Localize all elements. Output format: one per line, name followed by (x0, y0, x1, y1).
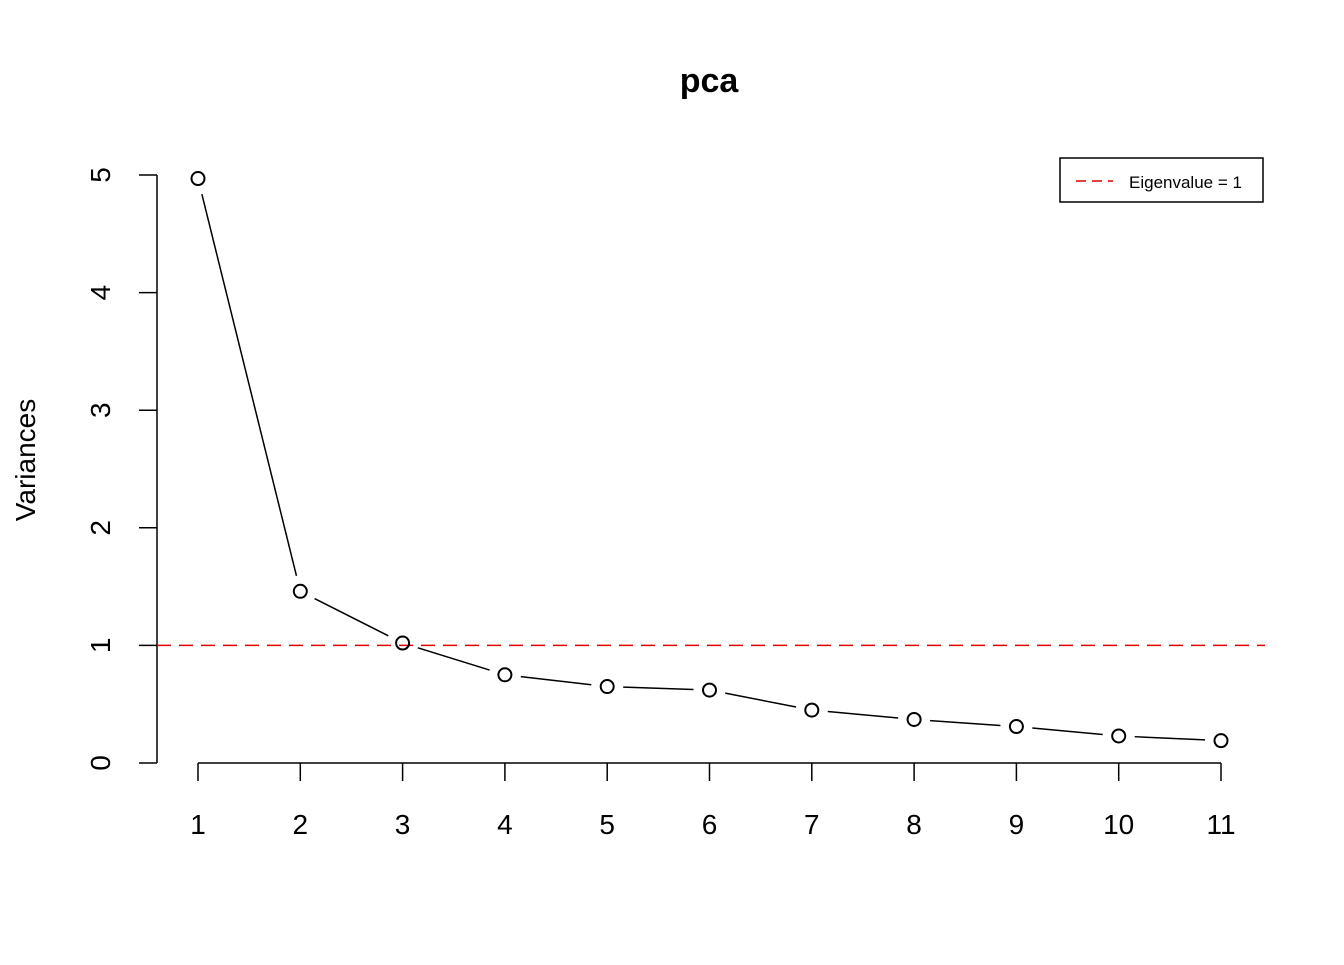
series-segment (201, 193, 298, 576)
y-tick-label: 5 (85, 167, 116, 183)
data-point (1213, 733, 1229, 749)
x-tick-label: 7 (804, 809, 820, 840)
data-point (190, 171, 206, 187)
data-point (1008, 719, 1024, 735)
x-tick-label: 10 (1103, 809, 1134, 840)
data-point (804, 702, 820, 718)
x-tick-label: 11 (1206, 809, 1235, 840)
x-tick-label: 3 (395, 809, 411, 840)
x-tick-label: 6 (702, 809, 718, 840)
series-segment (930, 719, 1001, 727)
data-point (497, 667, 513, 683)
data-point (906, 711, 922, 727)
x-tick-label: 9 (1009, 809, 1025, 840)
x-tick-label: 8 (906, 809, 922, 840)
x-tick-label: 4 (497, 809, 513, 840)
data-point (395, 635, 411, 651)
series-segment (1032, 727, 1103, 736)
y-tick-label: 0 (85, 755, 116, 771)
legend-box (1059, 157, 1264, 203)
series-segment (417, 647, 490, 671)
series-segment (1134, 735, 1206, 741)
series-layer (190, 171, 1229, 749)
y-tick-label: 1 (85, 638, 116, 654)
y-axis-label: Variances (10, 399, 41, 521)
series-segment (623, 686, 694, 691)
series-segment (827, 710, 899, 719)
legend: Eigenvalue = 1 (1059, 157, 1264, 203)
data-point (1111, 728, 1127, 744)
data-point (702, 682, 717, 698)
series-segment (314, 597, 389, 637)
x-tick-label: 5 (599, 809, 615, 840)
series-segment (520, 675, 592, 686)
chart-title: pca (680, 62, 740, 100)
legend-label: Eigenvalue = 1 (1129, 173, 1242, 192)
x-axis: 1 2 3 4 5 6 7 8 9 10 11 (190, 762, 1236, 840)
y-tick-label: 2 (85, 520, 116, 536)
y-tick-label: 4 (85, 285, 116, 301)
y-tick-label: 3 (85, 402, 116, 418)
data-point (599, 679, 615, 695)
x-tick-label: 1 (190, 809, 206, 840)
x-tick-label: 2 (293, 809, 309, 840)
series-segment (725, 692, 797, 708)
y-axis: 0 1 2 3 4 5 (85, 167, 158, 771)
data-point (292, 583, 308, 599)
